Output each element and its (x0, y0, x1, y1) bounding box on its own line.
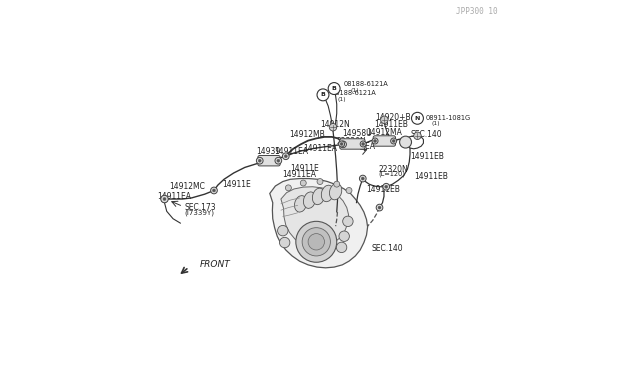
Circle shape (362, 142, 365, 145)
FancyBboxPatch shape (373, 136, 396, 146)
Circle shape (296, 221, 337, 262)
Circle shape (284, 155, 287, 158)
Text: B: B (321, 92, 325, 97)
Circle shape (259, 159, 261, 162)
Text: B: B (332, 86, 337, 91)
Text: (1): (1) (350, 88, 359, 93)
FancyBboxPatch shape (340, 139, 365, 149)
Circle shape (257, 157, 263, 164)
Polygon shape (270, 179, 367, 268)
Circle shape (330, 124, 337, 131)
Ellipse shape (321, 185, 333, 202)
Text: 22320N: 22320N (337, 137, 367, 146)
Text: 08911-1081G: 08911-1081G (426, 115, 471, 121)
Circle shape (378, 206, 381, 209)
Text: 14911EA: 14911EA (282, 170, 316, 179)
Text: (L=120): (L=120) (339, 142, 367, 149)
Circle shape (337, 242, 347, 253)
Text: 14939: 14939 (256, 147, 280, 156)
Circle shape (302, 228, 330, 256)
Circle shape (300, 180, 306, 186)
Text: (1): (1) (431, 121, 440, 126)
Text: 14911EB: 14911EB (413, 172, 447, 181)
Text: SEC.140: SEC.140 (410, 130, 442, 139)
Text: 14911EA: 14911EA (157, 192, 191, 201)
Text: (1): (1) (338, 97, 346, 102)
Text: 22320N: 22320N (379, 165, 408, 174)
Circle shape (317, 89, 329, 101)
Circle shape (342, 216, 353, 227)
Circle shape (212, 189, 216, 192)
Circle shape (392, 140, 395, 142)
Circle shape (278, 225, 288, 236)
Circle shape (412, 112, 424, 124)
Circle shape (317, 179, 323, 185)
Text: 14911E: 14911E (223, 180, 252, 189)
Circle shape (381, 116, 388, 124)
Circle shape (211, 187, 218, 194)
Circle shape (360, 175, 366, 182)
Text: SEC.140: SEC.140 (371, 244, 403, 253)
Ellipse shape (330, 183, 342, 200)
Circle shape (308, 234, 324, 250)
Text: (L=120): (L=120) (379, 170, 406, 177)
Ellipse shape (303, 192, 316, 208)
Text: FRONT: FRONT (200, 260, 231, 269)
Text: 14912MA: 14912MA (367, 128, 403, 137)
Circle shape (362, 177, 364, 180)
Polygon shape (281, 187, 349, 248)
Circle shape (340, 142, 343, 145)
Text: JPP300 10: JPP300 10 (456, 7, 498, 16)
Text: SEC.173: SEC.173 (184, 203, 216, 212)
Ellipse shape (312, 188, 324, 205)
Circle shape (385, 185, 388, 188)
Circle shape (374, 140, 376, 142)
Text: 08188-6121A: 08188-6121A (344, 81, 388, 87)
Circle shape (328, 83, 340, 94)
Text: 14920+B: 14920+B (375, 113, 411, 122)
Circle shape (399, 136, 412, 148)
Circle shape (413, 132, 421, 140)
Circle shape (282, 153, 289, 160)
Text: 14912MC: 14912MC (170, 182, 205, 191)
Circle shape (339, 231, 349, 241)
Circle shape (277, 159, 280, 162)
Circle shape (339, 141, 344, 147)
Text: N: N (415, 116, 420, 121)
Text: 14911EA: 14911EA (275, 147, 308, 156)
FancyBboxPatch shape (258, 155, 280, 166)
Ellipse shape (294, 196, 307, 212)
Text: 14911EB: 14911EB (410, 153, 444, 161)
Text: 14911E: 14911E (291, 164, 319, 173)
Circle shape (161, 195, 168, 203)
Text: 14958U: 14958U (342, 129, 372, 138)
Text: 14911EA: 14911EA (303, 144, 337, 153)
Circle shape (340, 141, 346, 148)
Circle shape (275, 157, 282, 164)
Text: (I7339Y): (I7339Y) (184, 209, 214, 216)
Circle shape (360, 141, 366, 147)
Circle shape (346, 187, 352, 193)
Circle shape (162, 196, 167, 202)
Circle shape (280, 237, 290, 248)
Text: 08188-6121A: 08188-6121A (331, 90, 376, 96)
Text: 14911EA: 14911EA (342, 142, 376, 151)
Text: 14911EB: 14911EB (367, 185, 401, 194)
Text: 14911EB: 14911EB (374, 120, 408, 129)
Circle shape (161, 196, 168, 202)
Text: 14912N: 14912N (320, 120, 349, 129)
Circle shape (390, 138, 397, 144)
Circle shape (383, 183, 390, 190)
Circle shape (372, 138, 378, 144)
Circle shape (334, 181, 340, 187)
Circle shape (163, 198, 166, 201)
Circle shape (376, 204, 383, 211)
Circle shape (285, 185, 291, 191)
Text: 14912MB: 14912MB (289, 130, 325, 139)
Circle shape (342, 143, 344, 146)
Circle shape (163, 198, 166, 201)
